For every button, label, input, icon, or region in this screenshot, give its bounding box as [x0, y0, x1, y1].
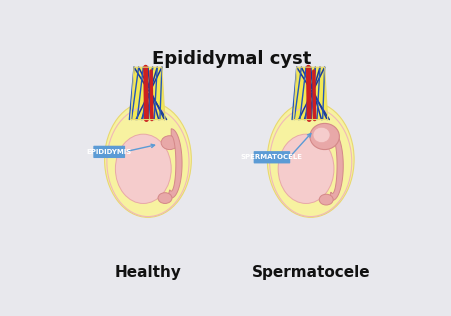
Polygon shape	[167, 129, 182, 198]
Ellipse shape	[277, 134, 333, 204]
Ellipse shape	[161, 136, 178, 149]
Ellipse shape	[309, 123, 339, 149]
Ellipse shape	[104, 102, 191, 217]
Ellipse shape	[313, 127, 329, 143]
Polygon shape	[131, 67, 165, 119]
Ellipse shape	[115, 134, 171, 204]
FancyBboxPatch shape	[253, 151, 290, 163]
Text: Spermatocele: Spermatocele	[251, 265, 369, 280]
Polygon shape	[293, 67, 327, 119]
FancyBboxPatch shape	[93, 146, 125, 158]
Ellipse shape	[318, 194, 332, 205]
Ellipse shape	[158, 193, 171, 204]
Polygon shape	[328, 131, 342, 200]
Text: EPIDIDYMIS: EPIDIDYMIS	[87, 149, 132, 155]
Text: SPERMATOCELE: SPERMATOCELE	[240, 154, 302, 160]
Text: Healthy: Healthy	[114, 265, 181, 280]
Text: Epididymal cyst: Epididymal cyst	[152, 50, 311, 68]
Ellipse shape	[267, 102, 353, 217]
